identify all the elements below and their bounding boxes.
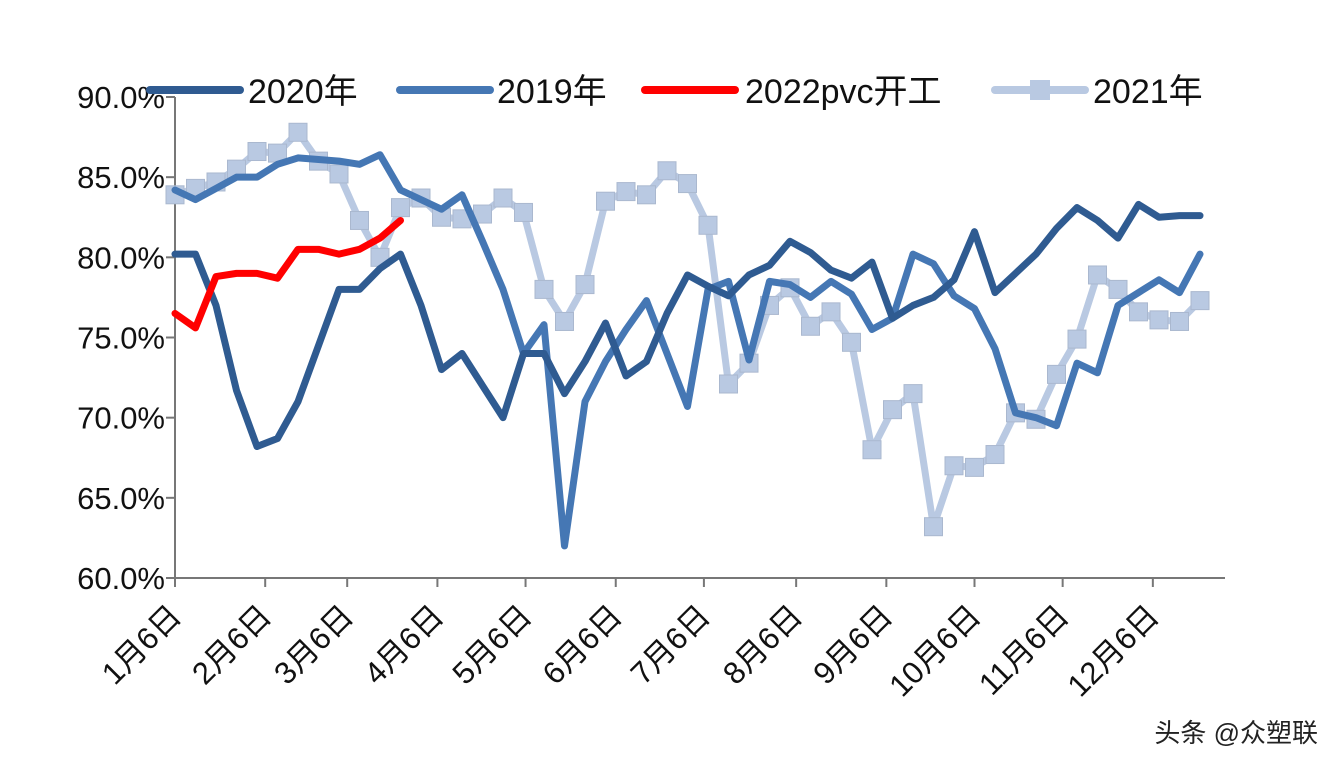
legend-label: 2019年 — [497, 73, 607, 111]
data-point-marker — [534, 279, 554, 299]
data-point-marker — [657, 161, 677, 181]
series-line-2 — [171, 216, 404, 332]
x-tick-label: 12月6日 — [1061, 598, 1166, 703]
data-point-marker — [821, 302, 841, 322]
legend-marker — [1030, 80, 1050, 100]
data-point-marker — [924, 517, 943, 537]
data-point-marker — [1149, 310, 1169, 330]
y-tick-label: 85.0% — [77, 160, 165, 195]
data-point-marker — [698, 215, 718, 235]
data-point-marker — [842, 332, 861, 352]
data-point-marker — [883, 400, 902, 420]
axes: 60.0% 65.0% 70.0% 75.0% 80.0% 85.0% 90.0% 1月6日2… — [77, 80, 1225, 703]
legend-label: 2020年 — [248, 73, 358, 111]
data-point-marker — [965, 457, 984, 477]
y-tick-label: 65.0% — [77, 481, 165, 516]
x-tick-label: 4月6日 — [357, 598, 450, 691]
data-point-marker — [575, 275, 595, 295]
data-point-marker — [801, 316, 820, 336]
x-tick-label: 2月6日 — [185, 598, 278, 691]
legend: 2020年 2019年 2022pvc开工 2021年 — [146, 73, 1203, 111]
y-tick-label: 70.0% — [77, 401, 165, 436]
x-tick-label: 5月6日 — [446, 598, 539, 691]
data-point-marker — [247, 142, 267, 162]
data-point-marker — [616, 182, 636, 202]
data-point-marker — [288, 122, 308, 142]
data-point-marker — [985, 445, 1005, 465]
data-point-marker — [555, 311, 574, 331]
y-tick-label: 75.0% — [77, 321, 165, 356]
data-point-marker — [1190, 291, 1210, 311]
data-point-marker — [862, 440, 882, 460]
data-point-marker — [596, 191, 615, 211]
x-tick-label: 1月6日 — [95, 598, 188, 691]
data-point-marker — [391, 198, 410, 218]
data-point-marker — [1129, 302, 1148, 322]
watermark: 头条 @众塑联 — [1154, 718, 1318, 748]
data-point-marker — [944, 456, 964, 476]
data-point-marker — [903, 384, 923, 404]
data-point-marker — [637, 185, 656, 205]
data-point-marker — [678, 174, 697, 194]
data-point-marker — [1067, 329, 1087, 349]
y-tick-label: 80.0% — [77, 240, 165, 275]
legend-label: 2021年 — [1093, 73, 1203, 111]
data-point-marker — [1108, 279, 1128, 299]
data-point-marker — [493, 188, 513, 208]
x-tick-label: 8月6日 — [716, 598, 809, 691]
x-tick-label: 7月6日 — [624, 598, 717, 691]
x-tick-label: 11月6日 — [972, 598, 1076, 702]
data-point-marker — [1047, 364, 1066, 384]
series-lines — [165, 122, 1210, 550]
series-line-1 — [171, 151, 1204, 550]
data-point-marker — [1170, 311, 1189, 331]
y-tick-label: 60.0% — [77, 561, 165, 596]
legend-label: 2022pvc开工 — [745, 73, 942, 111]
x-tick-label: 6月6日 — [536, 598, 629, 691]
data-point-marker — [329, 164, 349, 184]
data-point-marker — [514, 202, 533, 222]
x-tick-label: 3月6日 — [267, 598, 360, 691]
y-tick-label: 90.0% — [77, 80, 165, 115]
data-point-marker — [350, 210, 369, 230]
data-point-marker — [719, 374, 738, 394]
data-point-marker — [1088, 265, 1107, 285]
series-line-0 — [171, 200, 1204, 451]
x-tick-label: 10月6日 — [882, 598, 987, 703]
